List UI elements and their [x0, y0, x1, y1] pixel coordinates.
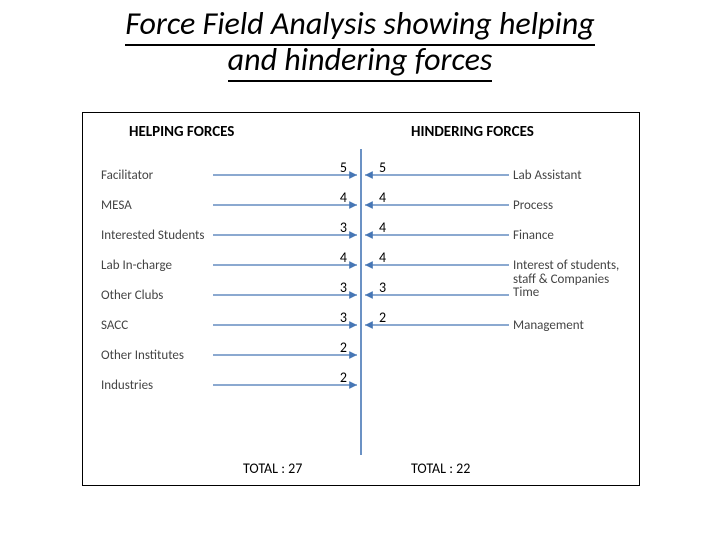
- helping-label: SACC: [101, 319, 241, 333]
- hindering-value: 3: [379, 279, 386, 296]
- helping-value: 3: [331, 309, 347, 326]
- hindering-label: Process: [513, 199, 631, 213]
- slide-title: Force Field Analysis showing helping and…: [30, 6, 690, 78]
- helping-value: 4: [331, 249, 347, 266]
- total-hindering: TOTAL : 22: [411, 460, 470, 477]
- helping-label: Interested Students: [101, 229, 241, 243]
- helping-value: 4: [331, 189, 347, 206]
- title-line-2: and hindering forces: [228, 40, 493, 82]
- hindering-value: 4: [379, 249, 386, 266]
- hindering-value: 4: [379, 189, 386, 206]
- helping-value: 3: [331, 279, 347, 296]
- hindering-value: 5: [379, 159, 386, 176]
- helping-value: 5: [331, 159, 347, 176]
- hindering-label: Lab Assistant: [513, 169, 631, 183]
- helping-label: Industries: [101, 379, 241, 393]
- total-helping: TOTAL : 27: [243, 460, 302, 477]
- hindering-label: Finance: [513, 229, 631, 243]
- helping-value: 2: [331, 339, 347, 356]
- helping-label: Lab In-charge: [101, 259, 241, 273]
- helping-value: 2: [331, 369, 347, 386]
- header-hindering: HINDERING FORCES: [411, 123, 534, 141]
- hindering-value: 4: [379, 219, 386, 236]
- helping-label: MESA: [101, 199, 241, 213]
- hindering-label: Management: [513, 319, 631, 333]
- helping-value: 3: [331, 219, 347, 236]
- helping-label: Facilitator: [101, 169, 241, 183]
- force-field-diagram: HELPING FORCES HINDERING FORCES Facilita…: [82, 112, 640, 486]
- slide: Force Field Analysis showing helping and…: [0, 0, 720, 540]
- hindering-value: 2: [379, 309, 386, 326]
- helping-label: Other Institutes: [101, 349, 241, 363]
- helping-label: Other Clubs: [101, 289, 241, 303]
- header-helping: HELPING FORCES: [129, 123, 234, 141]
- hindering-label: Interest of students, staff & Companies …: [513, 259, 631, 300]
